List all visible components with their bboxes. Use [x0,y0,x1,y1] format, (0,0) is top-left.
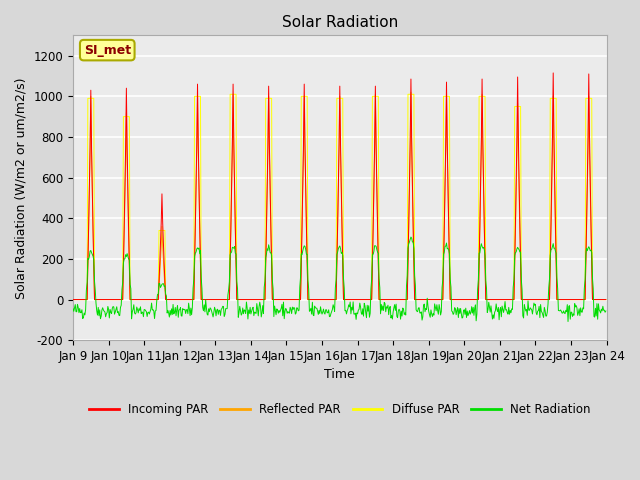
Text: SI_met: SI_met [84,44,131,57]
X-axis label: Time: Time [324,369,355,382]
Y-axis label: Solar Radiation (W/m2 or um/m2/s): Solar Radiation (W/m2 or um/m2/s) [15,77,28,299]
Legend: Incoming PAR, Reflected PAR, Diffuse PAR, Net Radiation: Incoming PAR, Reflected PAR, Diffuse PAR… [84,398,595,420]
Title: Solar Radiation: Solar Radiation [282,15,398,30]
